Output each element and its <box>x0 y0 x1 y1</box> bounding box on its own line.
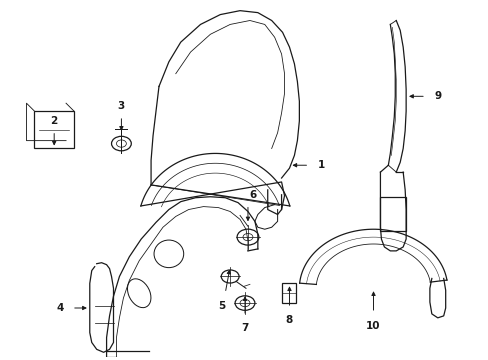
Text: 2: 2 <box>50 116 58 126</box>
Text: 1: 1 <box>317 160 324 170</box>
Text: 9: 9 <box>433 91 441 101</box>
Text: 5: 5 <box>218 301 225 311</box>
Circle shape <box>116 140 126 147</box>
Circle shape <box>240 300 249 307</box>
Ellipse shape <box>127 279 151 308</box>
Circle shape <box>111 136 131 151</box>
Text: 7: 7 <box>241 323 248 333</box>
Text: 10: 10 <box>366 321 380 331</box>
Circle shape <box>221 270 239 283</box>
Text: 8: 8 <box>285 315 292 325</box>
FancyBboxPatch shape <box>34 111 74 148</box>
Text: 4: 4 <box>56 303 63 313</box>
Circle shape <box>235 296 254 310</box>
Text: 3: 3 <box>118 101 125 111</box>
FancyBboxPatch shape <box>380 197 406 231</box>
FancyBboxPatch shape <box>281 283 296 303</box>
Text: 6: 6 <box>249 190 256 200</box>
Ellipse shape <box>154 240 183 267</box>
Circle shape <box>243 234 252 241</box>
Circle shape <box>237 229 258 245</box>
